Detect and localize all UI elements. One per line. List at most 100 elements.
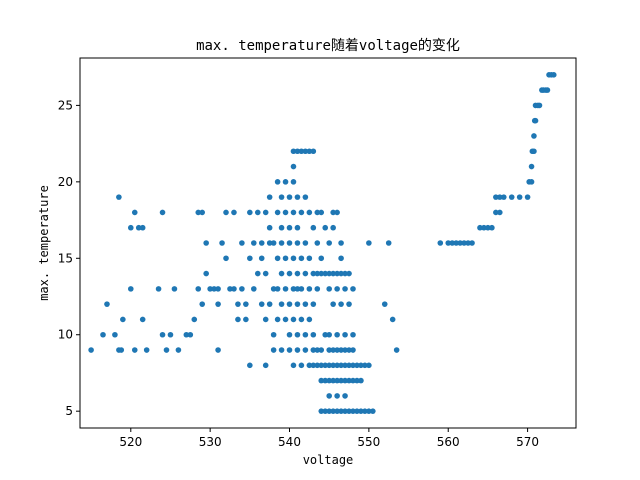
data-point bbox=[326, 331, 332, 338]
data-point bbox=[290, 362, 297, 369]
data-point bbox=[278, 301, 285, 307]
data-point bbox=[326, 377, 332, 384]
data-point bbox=[274, 209, 281, 216]
data-point bbox=[163, 347, 170, 353]
data-point bbox=[207, 286, 213, 292]
data-point bbox=[330, 377, 336, 384]
data-point bbox=[354, 377, 360, 384]
data-point bbox=[195, 209, 202, 216]
data-point bbox=[310, 362, 317, 369]
data-point bbox=[270, 347, 277, 353]
data-point bbox=[270, 331, 277, 338]
data-point bbox=[302, 240, 309, 246]
data-point bbox=[278, 270, 285, 277]
data-point bbox=[350, 362, 356, 369]
data-point bbox=[322, 408, 329, 414]
data-point bbox=[171, 286, 178, 292]
data-point bbox=[318, 408, 325, 414]
data-point bbox=[302, 270, 309, 277]
data-point bbox=[235, 316, 241, 323]
data-point bbox=[262, 209, 269, 216]
data-point bbox=[258, 255, 265, 262]
data-point bbox=[334, 408, 340, 414]
data-point bbox=[258, 240, 265, 246]
data-point bbox=[544, 87, 551, 93]
data-point bbox=[290, 209, 297, 216]
data-point bbox=[286, 224, 293, 231]
data-point bbox=[318, 377, 325, 384]
data-point bbox=[294, 148, 301, 155]
data-point bbox=[302, 347, 309, 353]
data-point bbox=[159, 331, 166, 338]
data-point bbox=[346, 362, 352, 369]
data-point bbox=[314, 286, 321, 292]
data-point bbox=[306, 362, 313, 369]
data-point bbox=[306, 148, 313, 155]
x-tick-label: 520 bbox=[119, 435, 142, 449]
data-point bbox=[215, 301, 221, 307]
data-point bbox=[366, 408, 372, 414]
data-point bbox=[326, 393, 332, 399]
data-point bbox=[310, 270, 317, 277]
data-point bbox=[314, 209, 321, 216]
data-point bbox=[247, 362, 253, 369]
data-point bbox=[326, 408, 332, 414]
x-axis-label: voltage bbox=[303, 453, 354, 467]
data-point bbox=[318, 362, 325, 369]
y-tick-label: 15 bbox=[58, 251, 73, 265]
data-point bbox=[346, 347, 352, 353]
data-point bbox=[334, 362, 340, 369]
data-point bbox=[318, 209, 325, 216]
data-point bbox=[282, 179, 289, 185]
data-point bbox=[350, 377, 356, 384]
data-point bbox=[334, 393, 340, 399]
data-point bbox=[350, 331, 356, 338]
data-point bbox=[298, 148, 305, 155]
data-point bbox=[338, 347, 344, 353]
data-point bbox=[342, 408, 348, 414]
data-point bbox=[211, 286, 217, 292]
data-point bbox=[286, 347, 293, 353]
data-point bbox=[326, 347, 332, 353]
data-point bbox=[294, 331, 301, 338]
data-point bbox=[500, 194, 507, 200]
data-point bbox=[290, 148, 297, 155]
data-point bbox=[358, 362, 364, 369]
data-point bbox=[465, 240, 471, 246]
data-point bbox=[135, 224, 142, 231]
data-point bbox=[342, 286, 348, 292]
data-point bbox=[227, 286, 233, 292]
x-tick-label: 530 bbox=[199, 435, 222, 449]
data-point bbox=[298, 286, 305, 292]
data-point bbox=[215, 286, 221, 292]
data-point bbox=[266, 240, 273, 246]
data-point bbox=[449, 240, 456, 246]
data-point bbox=[203, 240, 209, 246]
data-point bbox=[453, 240, 459, 246]
y-tick-label: 20 bbox=[58, 175, 73, 189]
data-point bbox=[497, 194, 503, 200]
data-point bbox=[191, 316, 198, 323]
data-point bbox=[354, 408, 360, 414]
data-point bbox=[294, 286, 301, 292]
y-tick-label: 10 bbox=[58, 328, 73, 342]
data-point bbox=[247, 209, 253, 216]
data-point bbox=[262, 362, 269, 369]
data-point bbox=[342, 270, 348, 277]
y-axis-ticks: 5 10 15 20 25 bbox=[58, 98, 80, 418]
data-point bbox=[282, 255, 289, 262]
data-point bbox=[326, 240, 332, 246]
data-point bbox=[326, 286, 332, 292]
data-point bbox=[338, 408, 344, 414]
data-point bbox=[322, 270, 329, 277]
data-point bbox=[282, 209, 289, 216]
data-point bbox=[362, 408, 368, 414]
data-point bbox=[322, 331, 329, 338]
data-point bbox=[215, 347, 221, 353]
x-tick-label: 550 bbox=[357, 435, 380, 449]
data-point bbox=[139, 316, 146, 323]
y-tick-label: 25 bbox=[58, 98, 73, 112]
data-point bbox=[243, 301, 249, 307]
data-point bbox=[88, 347, 94, 353]
data-point bbox=[346, 270, 352, 277]
